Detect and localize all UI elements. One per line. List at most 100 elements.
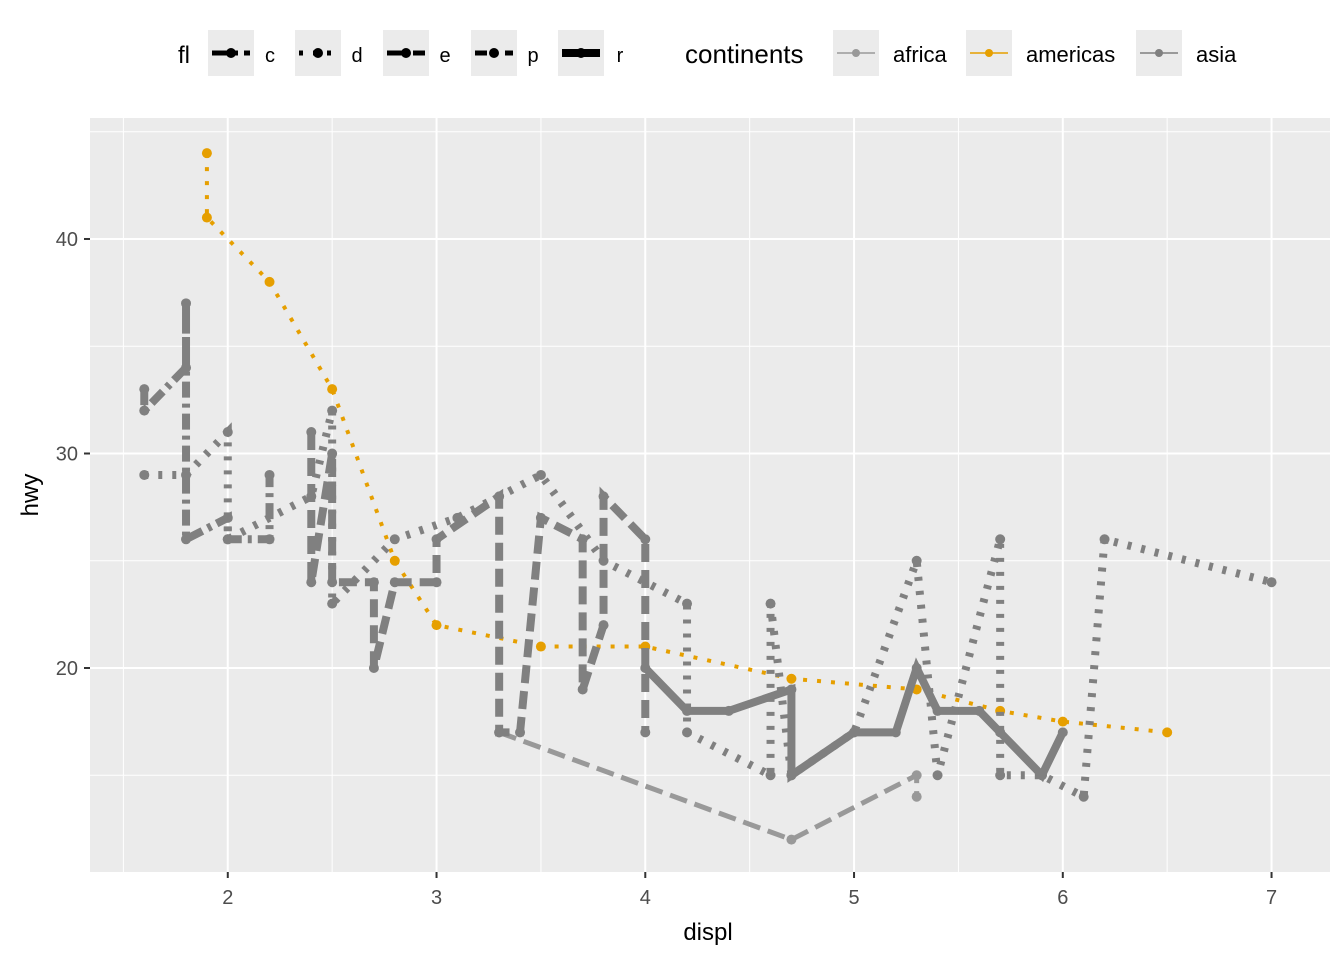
data-point-americas <box>1057 716 1068 727</box>
legend-label-e: e <box>439 45 450 67</box>
data-point-asia <box>306 577 317 588</box>
series-line-africa-e <box>498 730 920 843</box>
data-point-americas <box>431 620 442 631</box>
data-point-asia <box>535 469 546 480</box>
data-point-asia <box>181 534 192 545</box>
data-point-americas <box>264 276 275 287</box>
legend-point-e <box>401 48 411 58</box>
data-point-asia <box>368 663 379 674</box>
data-point-asia <box>452 512 463 523</box>
legend-label-asia: asia <box>1196 42 1237 67</box>
legend-label-p: p <box>527 45 538 67</box>
data-point-asia <box>598 555 609 566</box>
data-point-asia <box>640 727 651 738</box>
data-point-asia <box>139 469 150 480</box>
x-axis-label: displ <box>683 919 732 946</box>
data-point-asia <box>431 534 442 545</box>
data-point-asia <box>786 684 797 695</box>
data-point-asia <box>577 684 588 695</box>
legend-label-americas: americas <box>1026 42 1115 67</box>
y-tick-label: 20 <box>56 658 78 680</box>
x-tick-label: 4 <box>640 887 651 909</box>
data-point-asia <box>1036 770 1047 781</box>
data-point-americas <box>1162 727 1173 738</box>
data-point-asia <box>911 555 922 566</box>
legend-label-r: r <box>617 45 624 67</box>
data-point-africa <box>786 834 797 845</box>
plot-panel <box>90 118 1330 872</box>
data-point-asia <box>1078 791 1089 802</box>
x-tick-label: 5 <box>848 887 859 909</box>
data-point-asia <box>327 598 338 609</box>
data-point-asia <box>327 405 338 416</box>
y-tick-label: 40 <box>56 229 78 251</box>
x-tick-label: 7 <box>1266 887 1277 909</box>
x-tick-label: 2 <box>222 887 233 909</box>
data-point-asia <box>181 362 192 373</box>
data-point-asia <box>181 469 192 480</box>
data-point-asia <box>974 705 985 716</box>
data-point-africa <box>911 770 922 781</box>
data-point-asia <box>181 298 192 309</box>
data-point-asia <box>306 491 317 502</box>
data-point-asia <box>494 727 505 738</box>
legend-point-r <box>576 48 586 58</box>
data-point-asia <box>368 577 379 588</box>
data-point-asia <box>682 727 693 738</box>
y-axis-label: hwy <box>17 474 44 517</box>
x-tick-label: 3 <box>431 887 442 909</box>
data-point-asia <box>682 705 693 716</box>
data-point-asia <box>389 534 400 545</box>
data-point-asia <box>306 427 317 438</box>
data-point-americas <box>389 555 400 566</box>
data-point-asia <box>932 705 943 716</box>
legend-point-asia <box>1155 49 1163 57</box>
data-point-asia <box>598 620 609 631</box>
data-point-asia <box>765 598 776 609</box>
series-line-asia-c <box>140 303 274 546</box>
data-point-asia <box>640 534 651 545</box>
data-point-americas <box>327 384 338 395</box>
data-point-asia <box>515 727 526 738</box>
data-point-asia <box>786 770 797 781</box>
data-point-asia <box>995 727 1006 738</box>
legend-label-d: d <box>351 45 362 67</box>
data-point-asia <box>222 534 233 545</box>
data-point-asia <box>389 577 400 588</box>
legend-point-p <box>489 48 499 58</box>
data-point-asia <box>598 491 609 502</box>
data-point-asia <box>1266 577 1277 588</box>
data-point-asia <box>890 727 901 738</box>
data-point-asia <box>535 512 546 523</box>
y-tick-label: 30 <box>56 443 78 465</box>
x-tick-label: 6 <box>1057 887 1068 909</box>
data-point-africa <box>911 791 922 802</box>
data-point-asia <box>932 770 943 781</box>
data-point-asia <box>264 534 275 545</box>
data-point-americas <box>535 641 546 652</box>
data-point-asia <box>723 705 734 716</box>
legend-label-c: c <box>265 45 275 67</box>
legend-label-africa: africa <box>893 42 948 67</box>
data-point-asia <box>431 577 442 588</box>
data-point-asia <box>1057 727 1068 738</box>
data-point-americas <box>786 673 797 684</box>
data-point-asia <box>139 384 150 395</box>
legend-point-africa <box>852 49 860 57</box>
data-point-americas <box>201 212 212 223</box>
legend-continents-title: continents <box>685 39 804 69</box>
data-point-asia <box>995 770 1006 781</box>
legend-point-americas <box>985 49 993 57</box>
data-point-asia <box>995 534 1006 545</box>
legend-point-c <box>226 48 236 58</box>
data-point-asia <box>911 663 922 674</box>
data-point-asia <box>765 770 776 781</box>
data-point-asia <box>139 405 150 416</box>
legend-fl-title: fl <box>178 42 190 69</box>
data-point-americas <box>201 148 212 159</box>
data-point-asia <box>849 727 860 738</box>
data-point-asia <box>264 469 275 480</box>
data-point-asia <box>222 427 233 438</box>
